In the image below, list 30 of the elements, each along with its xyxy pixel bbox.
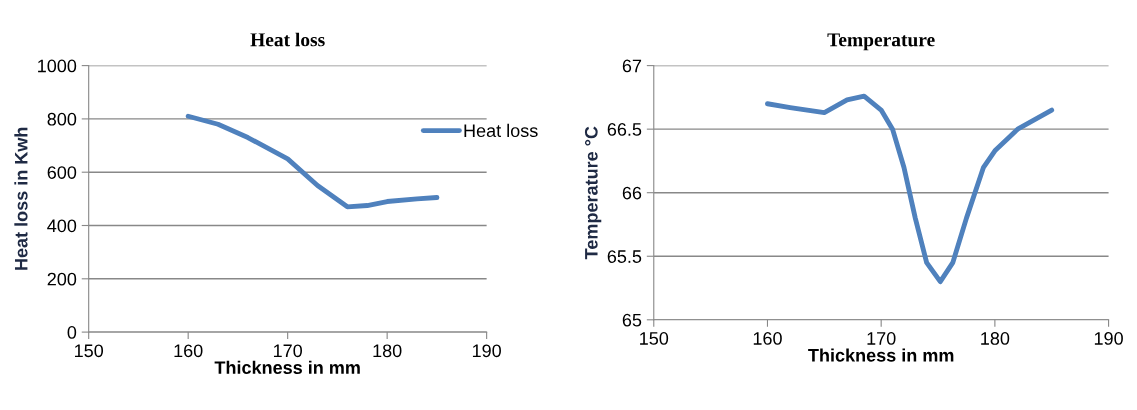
y-tick-label: 67 bbox=[622, 59, 642, 73]
chart-title: Temperature bbox=[827, 33, 935, 51]
y-axis-title: Temperature °C bbox=[584, 126, 602, 260]
x-axis-title: Thickness in mm bbox=[214, 360, 360, 374]
y-tick-label: 65 bbox=[622, 313, 642, 327]
x-tick-label: 170 bbox=[273, 344, 303, 358]
y-tick-label: 65.5 bbox=[607, 250, 642, 263]
y-tick-label: 200 bbox=[47, 272, 77, 286]
x-tick-label: 160 bbox=[174, 344, 203, 358]
x-tick-label: 160 bbox=[753, 332, 782, 345]
line-series bbox=[765, 93, 1055, 285]
y-tick-label: 1000 bbox=[38, 59, 77, 73]
x-axis-title: Thickness in mm bbox=[808, 348, 954, 362]
chart-title: Heat loss bbox=[250, 32, 325, 47]
x-tick-label: 150 bbox=[640, 332, 669, 345]
y-tick-label: 800 bbox=[47, 112, 77, 126]
x-tick-label: 190 bbox=[472, 344, 501, 358]
x-tick-label: 170 bbox=[867, 332, 896, 345]
legend-label: Heat loss bbox=[464, 123, 538, 138]
x-tick-label: 190 bbox=[1094, 332, 1123, 345]
x-tick-label: 150 bbox=[75, 344, 104, 358]
y-tick-label: 600 bbox=[47, 166, 77, 179]
y-tick-label: 0 bbox=[67, 326, 77, 339]
y-tick-label: 66 bbox=[622, 186, 642, 200]
y-tick-label: 66.5 bbox=[607, 123, 642, 136]
x-tick-label: 180 bbox=[373, 344, 402, 358]
x-tick-label: 180 bbox=[981, 332, 1010, 345]
line-series bbox=[185, 113, 440, 210]
y-tick-label: 400 bbox=[47, 219, 77, 233]
y-axis-title: Heat loss in Kwh bbox=[14, 127, 28, 270]
